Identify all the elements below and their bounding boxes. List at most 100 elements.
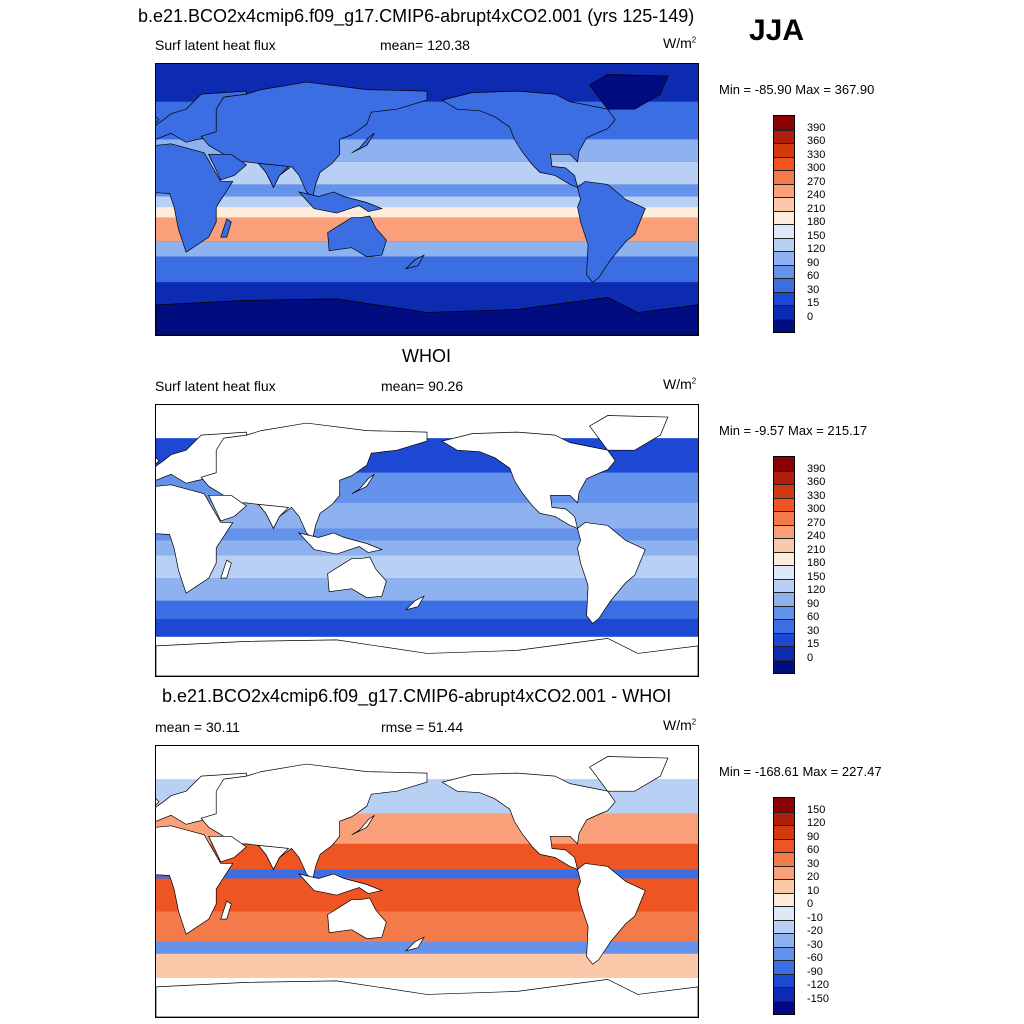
colorbar-swatch bbox=[774, 511, 794, 525]
land-australia bbox=[327, 215, 387, 258]
colorbar-swatch bbox=[774, 129, 794, 143]
colorbar-swatch bbox=[774, 251, 794, 265]
land-greenland bbox=[589, 74, 669, 110]
land-australia bbox=[327, 897, 387, 940]
panel-1-minmax: Min = -85.90 Max = 367.90 bbox=[719, 82, 875, 97]
colorbar-tick-label: 390 bbox=[807, 462, 826, 475]
colorbar-swatch bbox=[774, 987, 794, 1001]
panel-3-colorbar bbox=[773, 797, 795, 1015]
colorbar-swatch bbox=[774, 484, 794, 498]
colorbar-tick-label: 15 bbox=[807, 297, 820, 309]
colorbar-tick-label: 240 bbox=[807, 189, 826, 201]
colorbar-swatch bbox=[774, 497, 794, 511]
band-polar-s bbox=[156, 618, 698, 637]
colorbar-swatch bbox=[774, 865, 794, 879]
colorbar-swatch bbox=[774, 960, 794, 974]
colorbar-swatch bbox=[774, 470, 794, 484]
colorbar-swatch bbox=[774, 156, 794, 170]
land-indonesia bbox=[298, 873, 384, 896]
colorbar-swatch bbox=[774, 170, 794, 184]
band-trade-s bbox=[156, 555, 698, 579]
map-field bbox=[156, 64, 698, 335]
colorbar-tick-label: 90 bbox=[807, 830, 820, 843]
land-samerica bbox=[577, 863, 646, 965]
colorbar-tick-label: -60 bbox=[807, 952, 823, 964]
colorbar-swatch bbox=[774, 659, 794, 673]
colorbar-swatch bbox=[774, 264, 794, 278]
colorbar-swatch bbox=[774, 210, 794, 224]
colorbar-swatch bbox=[774, 318, 794, 332]
panel-1-unit-label: W/m2 bbox=[663, 35, 697, 51]
panel-1-colorbar bbox=[773, 115, 795, 333]
colorbar-tick-label: 270 bbox=[807, 516, 826, 529]
colorbar-swatch bbox=[774, 551, 794, 565]
colorbar-swatch bbox=[774, 237, 794, 251]
band-southern bbox=[156, 256, 698, 283]
page-title: b.e21.BCO2x4cmip6.f09_g17.CMIP6-abrupt4x… bbox=[138, 6, 695, 26]
colorbar-swatch bbox=[774, 973, 794, 987]
colorbar-tick-label: 150 bbox=[807, 570, 826, 583]
map-field bbox=[156, 405, 698, 676]
panel-3-title: b.e21.BCO2x4cmip6.f09_g17.CMIP6-abrupt4x… bbox=[162, 686, 672, 706]
colorbar-tick-label: 210 bbox=[807, 543, 826, 556]
colorbar-swatch bbox=[774, 116, 794, 130]
land-namerica bbox=[441, 772, 616, 871]
land-indonesia bbox=[298, 532, 384, 555]
band-southern bbox=[156, 600, 698, 619]
colorbar-tick-label: -90 bbox=[807, 965, 823, 978]
colorbar-tick-label: 330 bbox=[807, 148, 826, 161]
band-tropic-n bbox=[156, 502, 698, 529]
colorbar-tick-label: 330 bbox=[807, 489, 826, 502]
colorbar-swatch bbox=[774, 197, 794, 211]
colorbar-swatch bbox=[774, 224, 794, 238]
colorbar-swatch bbox=[774, 646, 794, 660]
land-australia bbox=[327, 556, 387, 599]
panel-2-title: WHOI bbox=[402, 346, 451, 366]
colorbar-swatch bbox=[774, 838, 794, 852]
land-africa bbox=[156, 825, 234, 935]
colorbar-swatch bbox=[774, 565, 794, 579]
band-subtropic-s bbox=[156, 241, 698, 257]
colorbar-tick-label: 240 bbox=[807, 530, 826, 542]
panel-3-rmse-label: rmse = 51.44 bbox=[381, 719, 464, 735]
land-antarctica bbox=[156, 637, 698, 676]
panel-2-unit-label: W/m2 bbox=[663, 376, 697, 392]
colorbar-tick-label: 180 bbox=[807, 557, 826, 569]
season-label: JJA bbox=[749, 14, 805, 47]
land-japan bbox=[351, 814, 375, 836]
land-antarctica bbox=[156, 296, 698, 335]
colorbar-tick-label: 15 bbox=[807, 638, 820, 650]
colorbar-tick-label: 300 bbox=[807, 503, 826, 515]
band-polar-s bbox=[156, 953, 698, 978]
colorbar-swatch bbox=[774, 811, 794, 825]
band-trade-s1 bbox=[156, 207, 698, 218]
panel-2-map bbox=[155, 404, 699, 677]
colorbar-swatch bbox=[774, 798, 794, 812]
map-field bbox=[156, 746, 698, 1017]
land-india bbox=[257, 844, 290, 871]
land-samerica bbox=[577, 181, 646, 283]
land-newzealand bbox=[404, 595, 425, 611]
band-subtropic-s bbox=[156, 578, 698, 601]
colorbar-swatch bbox=[774, 291, 794, 305]
colorbar-swatch bbox=[774, 457, 794, 471]
land-india bbox=[257, 162, 290, 189]
colorbar-tick-label: 390 bbox=[807, 121, 826, 134]
colorbar-tick-label: 120 bbox=[807, 817, 826, 829]
land-greenland bbox=[589, 756, 669, 792]
land-samerica bbox=[577, 522, 646, 624]
land-antarctica bbox=[156, 978, 698, 1017]
land-namerica bbox=[441, 90, 616, 189]
colorbar-tick-label: -30 bbox=[807, 938, 823, 951]
colorbar-tick-label: 270 bbox=[807, 175, 826, 188]
colorbar-swatch bbox=[774, 538, 794, 552]
colorbar-tick-label: 0 bbox=[807, 651, 814, 664]
panel-2-minmax: Min = -9.57 Max = 215.17 bbox=[719, 423, 868, 438]
colorbar-swatch bbox=[774, 933, 794, 947]
colorbar-tick-label: 210 bbox=[807, 202, 826, 215]
colorbar-tick-label: -10 bbox=[807, 911, 823, 924]
colorbar-tick-label: 150 bbox=[807, 229, 826, 242]
colorbar-tick-label: 30 bbox=[807, 624, 820, 637]
band-equator bbox=[156, 196, 698, 208]
land-arabia bbox=[208, 494, 247, 522]
